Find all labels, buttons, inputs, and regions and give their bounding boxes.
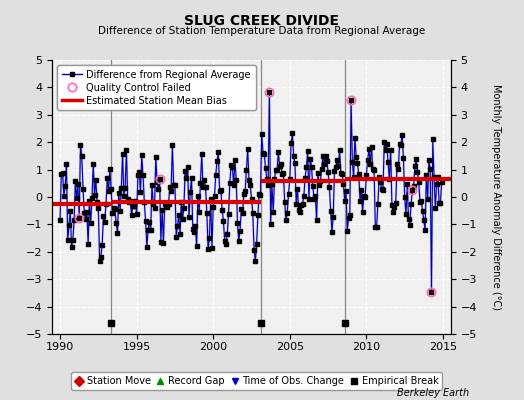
Legend: Station Move, Record Gap, Time of Obs. Change, Empirical Break: Station Move, Record Gap, Time of Obs. C… [71, 372, 442, 390]
Legend: Difference from Regional Average, Quality Control Failed, Estimated Station Mean: Difference from Regional Average, Qualit… [57, 65, 256, 110]
Y-axis label: Monthly Temperature Anomaly Difference (°C): Monthly Temperature Anomaly Difference (… [491, 84, 501, 310]
Text: SLUG CREEK DIVIDE: SLUG CREEK DIVIDE [184, 14, 340, 28]
Text: Berkeley Earth: Berkeley Earth [397, 388, 469, 398]
Text: Difference of Station Temperature Data from Regional Average: Difference of Station Temperature Data f… [99, 26, 425, 36]
